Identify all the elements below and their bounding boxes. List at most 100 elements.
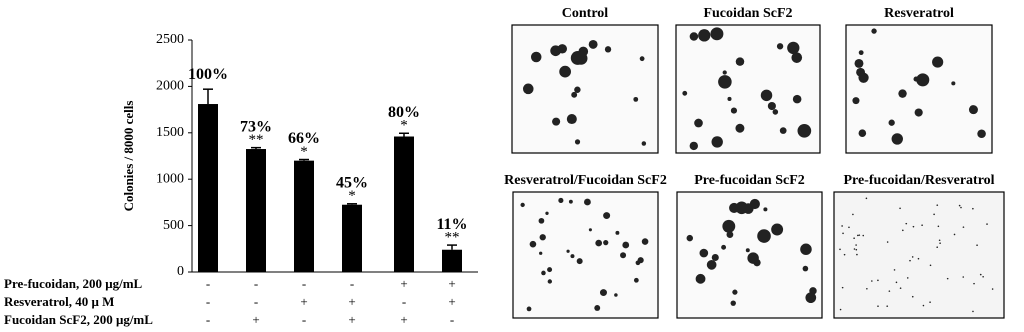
colony [951, 81, 956, 86]
colony [559, 65, 571, 78]
colony [526, 306, 532, 312]
colony [855, 248, 858, 251]
colony [747, 252, 759, 264]
colony [843, 253, 846, 256]
colony [886, 241, 889, 243]
colony [689, 32, 699, 41]
percent-label: 45% [336, 174, 368, 191]
colony [787, 41, 800, 55]
colony [730, 300, 736, 306]
colony [732, 289, 738, 295]
colony [539, 251, 543, 255]
colony [802, 265, 809, 272]
colony [745, 248, 750, 253]
percent-label: 66% [288, 130, 320, 147]
colony [905, 222, 908, 225]
colony [558, 197, 564, 204]
colony [603, 212, 611, 220]
micrograph [511, 24, 659, 154]
colony [530, 51, 542, 63]
micrograph [833, 191, 1005, 319]
colony [622, 241, 630, 249]
colony [735, 123, 745, 133]
colony [899, 207, 901, 210]
colony [574, 86, 581, 93]
colony [574, 51, 588, 65]
colony [584, 198, 591, 206]
colony [614, 293, 618, 297]
colony [641, 238, 649, 245]
colony [946, 277, 949, 280]
colony [914, 108, 923, 117]
colony [604, 46, 612, 53]
treatment-label: Pre-fucoidan, 200 μg/mL [4, 276, 143, 291]
y-tick-label: 1000 [156, 171, 184, 186]
y-tick-label: 1500 [156, 125, 184, 140]
colony [721, 244, 727, 250]
colony [858, 234, 861, 236]
treatment-sign: - [302, 312, 306, 327]
bar [442, 249, 462, 272]
colony [588, 39, 598, 49]
colony [929, 301, 931, 303]
colony [888, 290, 891, 292]
colony [779, 127, 787, 134]
colony [722, 219, 736, 233]
colony [898, 89, 907, 98]
colony [917, 257, 920, 260]
treatment-sign: + [348, 294, 355, 309]
micrograph [845, 24, 993, 154]
colony [595, 239, 603, 247]
colony [730, 107, 738, 114]
colony [792, 94, 802, 104]
panel-title: Pre-fucoidan/Resveratrol [843, 173, 994, 188]
colony [760, 89, 773, 102]
significance: * [400, 118, 408, 134]
colony [539, 234, 546, 241]
colony [888, 119, 895, 126]
treatment-sign: - [402, 294, 406, 309]
colony [911, 256, 914, 258]
colony [933, 213, 935, 216]
colony [695, 273, 706, 284]
colony [858, 72, 869, 83]
treatment-sign: + [400, 312, 407, 327]
colony [960, 206, 962, 209]
colony [800, 243, 812, 256]
y-tick-label: 500 [163, 218, 184, 233]
colony [842, 232, 844, 235]
colony [857, 234, 859, 237]
colony [763, 207, 768, 212]
significance: ** [249, 132, 264, 148]
panel-title: Pre-fucoidan ScF2 [694, 173, 805, 188]
colony [772, 109, 779, 115]
treatment-sign: + [400, 276, 407, 291]
colony [574, 139, 581, 145]
colony [911, 295, 914, 298]
colony [973, 282, 975, 285]
colony [545, 211, 549, 215]
colony [576, 258, 583, 265]
colony [594, 305, 601, 311]
treatment-sign: - [206, 294, 210, 309]
percent-label: 100% [188, 66, 228, 83]
colony [936, 204, 939, 206]
colony [922, 304, 925, 307]
colony [718, 75, 732, 89]
colony [877, 279, 879, 282]
colony [641, 141, 647, 146]
bar [342, 204, 362, 272]
colony [541, 270, 546, 276]
colony [686, 234, 693, 242]
colony [599, 289, 607, 297]
colony [962, 276, 965, 278]
colony [805, 292, 817, 304]
percent-label: 80% [388, 104, 420, 121]
colony [938, 239, 941, 242]
colony [937, 225, 940, 228]
colony [797, 123, 812, 138]
colony [848, 226, 850, 229]
colony [635, 260, 641, 266]
treatment-sign: + [448, 294, 455, 309]
colony [871, 28, 877, 34]
